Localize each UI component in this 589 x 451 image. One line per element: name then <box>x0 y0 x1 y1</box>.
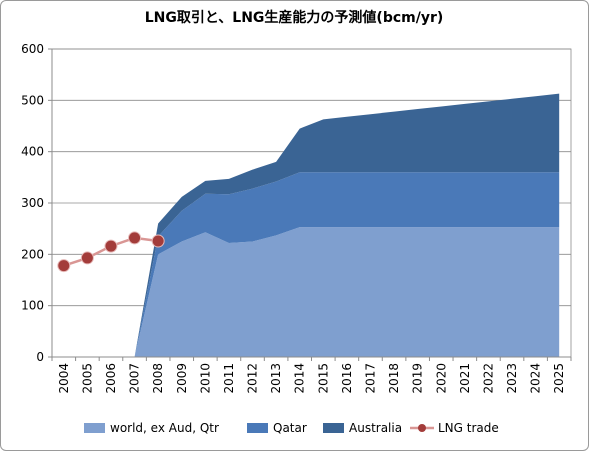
x-tick-label-2010: 2010 <box>198 363 212 394</box>
chart-title: LNG取引と、LNG生産能力の予測値(bcm/yr) <box>145 9 444 26</box>
x-tick-label-2004: 2004 <box>57 363 71 394</box>
legend: world, ex Aud, Qtr Qatar Australia LNG trad… <box>84 421 499 435</box>
point-lng-trade-3 <box>128 231 142 245</box>
legend-swatch-0 <box>84 423 105 433</box>
y-tick-label-200: 200 <box>21 247 44 261</box>
line-series <box>57 231 165 273</box>
legend-swatch-marker-3 <box>418 424 426 432</box>
x-tick-label-2019: 2019 <box>411 363 425 394</box>
x-tick-label-2007: 2007 <box>128 363 142 394</box>
y-tick-label-400: 400 <box>21 145 44 159</box>
x-tick-label-2016: 2016 <box>340 363 354 394</box>
y-tick-label-600: 600 <box>21 42 44 56</box>
area-0 <box>134 227 560 357</box>
y-tick-label-0: 0 <box>36 350 44 364</box>
legend-label-1: Qatar <box>273 421 307 435</box>
x-tick-label-2006: 2006 <box>104 363 118 394</box>
legend-label-3: LNG trade <box>438 421 499 435</box>
legend-swatch-2 <box>323 423 344 433</box>
x-tick-label-2018: 2018 <box>387 363 401 394</box>
x-tick-label-2015: 2015 <box>316 363 330 394</box>
y-tick-label-100: 100 <box>21 299 44 313</box>
x-tick-label-2008: 2008 <box>151 363 165 394</box>
point-lng-trade-0 <box>57 259 71 273</box>
legend-label-2: Australia <box>349 421 402 435</box>
y-tick-label-500: 500 <box>21 93 44 107</box>
point-lng-trade-1 <box>80 251 94 265</box>
x-tick-label-2023: 2023 <box>505 363 519 394</box>
area-1 <box>134 172 560 357</box>
y-tick-label-300: 300 <box>21 196 44 210</box>
legend-label-0: world, ex Aud, Qtr <box>110 421 219 435</box>
x-tick-label-2012: 2012 <box>246 363 260 394</box>
x-tick-label-2009: 2009 <box>175 363 189 394</box>
x-tick-label-2014: 2014 <box>293 363 307 394</box>
legend-swatch-1 <box>247 423 268 433</box>
x-tick-label-2021: 2021 <box>458 363 472 394</box>
area-series <box>134 93 560 357</box>
x-tick-label-2005: 2005 <box>80 363 94 394</box>
point-lng-trade-2 <box>104 239 118 253</box>
x-tick-label-2011: 2011 <box>222 363 236 394</box>
x-tick-label-2013: 2013 <box>269 363 283 394</box>
x-tick-label-2024: 2024 <box>529 363 543 394</box>
x-tick-label-2020: 2020 <box>434 363 448 394</box>
point-lng-trade-4 <box>151 234 165 248</box>
x-tick-label-2022: 2022 <box>481 363 495 394</box>
y-axis-ticks: 0 100 200 300 400 500 600 <box>21 42 44 364</box>
x-axis-ticks: 2004 2005 2006 2007 2008 2009 2010 2011 2012 2013… <box>51 357 572 394</box>
x-tick-label-2017: 2017 <box>363 363 377 394</box>
area-2 <box>134 93 560 357</box>
x-tick-label-2025: 2025 <box>552 363 566 394</box>
